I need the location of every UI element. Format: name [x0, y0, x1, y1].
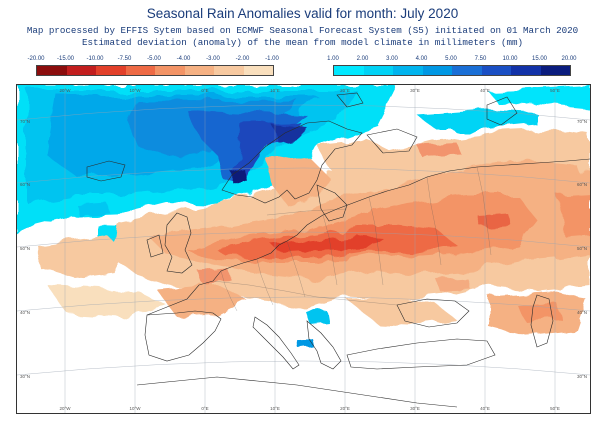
legend-positive: 1.00 2.00 3.00 4.00 5.00 7.50 10.00 15.00 20.00 — [327, 56, 577, 78]
coastlines — [86, 92, 590, 408]
legend-negative-label: -10.00 — [86, 56, 104, 62]
lat-label-right: 70°N — [577, 119, 587, 124]
legend-negative-label: -3.00 — [206, 56, 220, 62]
lat-label-right: 30°N — [577, 374, 587, 379]
legend-positive-label: 4.00 — [415, 56, 428, 62]
lon-label-top: 20°E — [340, 88, 350, 93]
legend-negative-label: -20.00 — [27, 56, 45, 62]
lon-label-bottom: 20°E — [340, 406, 350, 411]
lat-label-left: 30°N — [20, 374, 30, 379]
lat-label-right: 40°N — [577, 310, 587, 315]
legend-negative-swatch — [155, 66, 185, 75]
legend-negative-swatch — [184, 66, 214, 75]
legend-positive-label: 10.00 — [502, 56, 518, 62]
map-title: Seasonal Rain Anomalies valid for month:… — [146, 6, 459, 21]
map-canvas: 20°W 10°W 0°E 10°E 20°E 30°E 40°E 50°E 2… — [17, 85, 590, 413]
lon-label-bottom: 10°E — [270, 406, 280, 411]
legend-negative-label: -2.00 — [235, 56, 250, 62]
legend-positive-swatch — [363, 66, 393, 75]
lon-label-top: 30°E — [410, 88, 420, 93]
legend-positive-label: 3.00 — [386, 56, 398, 62]
legend-negative-swatch — [214, 66, 244, 75]
coordinate-labels: 20°W 10°W 0°E 10°E 20°E 30°E 40°E 50°E 2… — [20, 88, 587, 411]
lon-label-top: 20°W — [59, 88, 71, 93]
lat-label-right: 50°N — [577, 246, 587, 251]
legend-negative-label: -15.00 — [56, 56, 75, 62]
lat-label-left: 70°N — [20, 119, 30, 124]
legend-negative-swatch — [37, 66, 67, 75]
lon-label-top: 10°E — [270, 88, 280, 93]
legend-positive-swatch — [393, 66, 423, 75]
legend-negative-label: -1.00 — [265, 56, 279, 62]
lon-label-top: 0°E — [201, 88, 208, 93]
lon-label-top: 50°E — [550, 88, 560, 93]
lon-label-bottom: 0°E — [201, 406, 208, 411]
units-note: Estimated deviation (anomaly) of the mea… — [81, 37, 524, 48]
legend-positive-colorbar — [333, 65, 571, 76]
negative-anomaly-region — [37, 130, 590, 335]
lat-label-left: 60°N — [20, 182, 30, 187]
legend-positive-swatch — [511, 66, 541, 75]
legend-positive-swatch — [452, 66, 482, 75]
legend-negative-swatch — [66, 66, 96, 75]
legend-negative: -20.00 -15.00 -10.00 -7.50 -5.00 -4.00 -3.00 -2… — [27, 56, 279, 78]
legend-positive-labels: 1.00 2.00 3.00 4.00 5.00 7.50 10.00 15.00 20.00 — [327, 56, 576, 65]
lon-label-bottom: 30°E — [410, 406, 420, 411]
anomaly-map: 20°W 10°W 0°E 10°E 20°E 30°E 40°E 50°E 2… — [16, 84, 591, 414]
legend-positive-swatch — [422, 66, 452, 75]
lon-label-top: 40°E — [480, 88, 490, 93]
legend-negative-label: -5.00 — [147, 56, 161, 62]
country-borders — [212, 166, 492, 312]
legend-positive-swatch — [540, 66, 570, 75]
legend-positive-label: 1.00 — [327, 56, 339, 62]
legend-negative-swatch — [125, 66, 155, 75]
lon-label-bottom: 40°E — [480, 406, 490, 411]
anomaly-texture — [77, 143, 511, 292]
lon-label-bottom: 50°E — [550, 406, 560, 411]
source-note: Map processed by EFFIS Sytem based on EC… — [26, 25, 579, 36]
legend-positive-label: 20.00 — [561, 56, 577, 62]
legend-positive-label: 7.50 — [474, 56, 487, 62]
legend-positive-label: 5.00 — [445, 56, 457, 62]
legend-negative-colorbar — [36, 65, 274, 76]
legend-negative-labels: -20.00 -15.00 -10.00 -7.50 -5.00 -4.00 -3.00 -2… — [27, 56, 278, 65]
legend-positive-label: 2.00 — [356, 56, 369, 62]
lon-label-top: 10°W — [129, 88, 141, 93]
legend-negative-swatch — [96, 66, 126, 75]
lat-label-left: 50°N — [20, 246, 30, 251]
legend-positive-swatch — [481, 66, 511, 75]
legend-negative-swatch — [243, 66, 273, 75]
legend-negative-label: -7.50 — [117, 56, 132, 62]
lat-label-left: 40°N — [20, 310, 30, 315]
legend-positive-label: 15.00 — [531, 56, 548, 62]
lon-label-bottom: 20°W — [59, 406, 71, 411]
lon-label-bottom: 10°W — [129, 406, 141, 411]
lat-label-right: 60°N — [577, 182, 587, 187]
legend-positive-swatch — [334, 66, 364, 75]
legend-negative-label: -4.00 — [176, 56, 191, 62]
